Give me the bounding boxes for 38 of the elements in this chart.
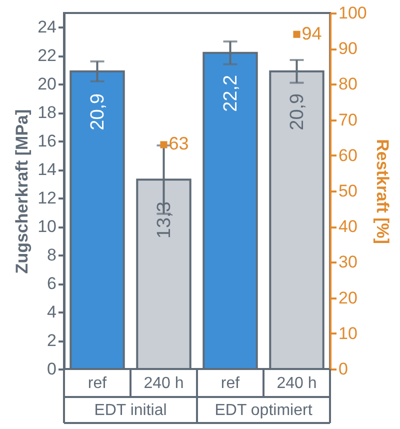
y2-tick-label: 30	[338, 252, 358, 272]
y-tick-label: 0	[47, 360, 56, 378]
x-tick-label: 240 h	[276, 375, 317, 392]
y-tick-label: 14	[38, 160, 56, 180]
y-axis-title: Zugscherkraft [MPa]	[12, 109, 32, 274]
y-tick-label: 4	[47, 302, 56, 322]
y2-tick-label: 70	[338, 110, 358, 130]
y2-tick-label: 20	[338, 288, 358, 308]
y-tick-label: 2	[47, 331, 56, 350]
y-tick-label: 10	[38, 217, 56, 236]
y2-tick-label: 90	[338, 39, 358, 58]
y-tick-label: 16	[38, 132, 56, 151]
y-tick-label: 12	[38, 188, 56, 208]
y2-tick-label: 40	[338, 217, 358, 236]
text: EDT initial	[94, 402, 167, 419]
y2-tick-label: 80	[338, 74, 358, 94]
data-label: 63	[168, 134, 189, 154]
y2-tick-label: 10	[338, 324, 358, 343]
data-label: 20,9	[87, 93, 108, 130]
y2-tick-label: 0	[338, 360, 348, 378]
y-tick-label: 8	[47, 246, 56, 265]
data-label: 22,2	[220, 74, 242, 112]
y-tick-label: 22	[38, 46, 56, 66]
y2-tick-label: 100	[338, 4, 367, 22]
data-label: 20,9	[286, 93, 308, 130]
y-tick-label: 20	[38, 74, 56, 94]
data-label: 94	[302, 23, 322, 44]
data-label: 13,3	[154, 202, 175, 239]
x-tick-label: 240 h	[144, 375, 184, 392]
x-tick-label: ref	[88, 375, 108, 392]
y2-tick-label: 50	[338, 182, 358, 200]
y-tick-label: 18	[38, 103, 56, 122]
y2-axis-title: Restkraft [%]	[372, 139, 392, 244]
text: EDT optimiert	[214, 402, 313, 419]
y-tick-label: 24	[38, 18, 56, 37]
x-tick-label: ref	[220, 375, 240, 392]
y2-tick-label: 60	[338, 146, 358, 165]
y-tick-label: 6	[47, 274, 56, 294]
